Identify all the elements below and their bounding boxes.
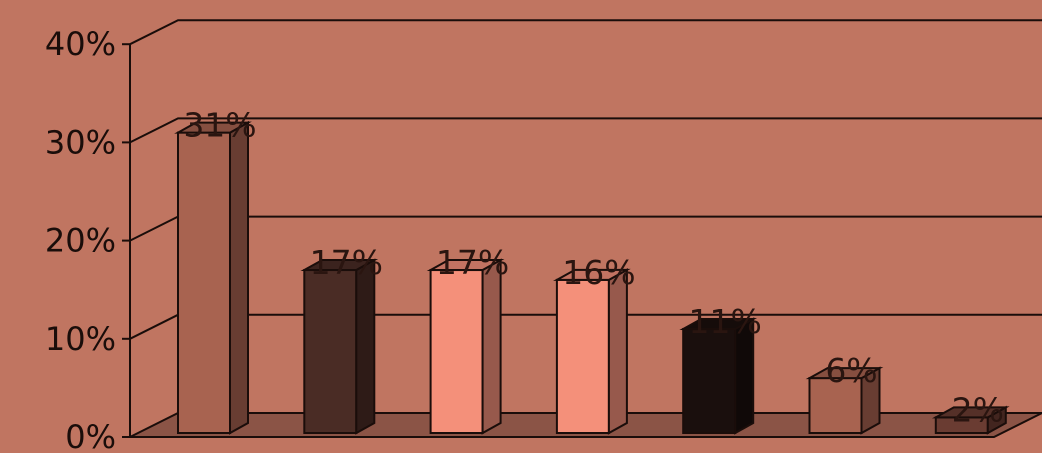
bar-top bbox=[300, 259, 379, 272]
bar bbox=[553, 268, 631, 435]
bar bbox=[679, 317, 758, 435]
bar bbox=[174, 120, 252, 435]
bar-front bbox=[808, 377, 863, 434]
bar-front bbox=[555, 278, 610, 434]
bar-top bbox=[679, 317, 758, 330]
bar-top bbox=[805, 367, 884, 380]
bar bbox=[805, 366, 884, 435]
bar-side bbox=[481, 258, 502, 435]
data-label: 17% bbox=[310, 243, 383, 282]
y-tick-label: 0% bbox=[65, 418, 116, 453]
bar-top bbox=[553, 268, 631, 281]
data-label: 2% bbox=[952, 390, 1004, 429]
y-tick-label: 30% bbox=[45, 123, 116, 161]
bar-top bbox=[426, 259, 505, 272]
gridline bbox=[129, 19, 1042, 46]
bars bbox=[174, 120, 1010, 435]
y-tick-label: 40% bbox=[45, 25, 116, 63]
bar bbox=[300, 258, 379, 435]
bar bbox=[426, 258, 505, 435]
bar-side bbox=[229, 120, 249, 435]
bar-front bbox=[682, 327, 737, 435]
data-label: 11% bbox=[689, 302, 762, 341]
data-label: 31% bbox=[183, 106, 256, 145]
bar-side bbox=[607, 268, 628, 435]
bar-top bbox=[174, 121, 252, 134]
data-label: 6% bbox=[825, 351, 877, 390]
data-label: 16% bbox=[562, 253, 635, 292]
data-labels: 31% 17% 17% 16% 11% 6% 2% bbox=[183, 106, 1004, 430]
y-tick-label: 20% bbox=[45, 222, 116, 260]
y-axis: 0% 10% 20% 30% 40% bbox=[45, 25, 131, 453]
bar-front bbox=[303, 269, 358, 434]
bar-front bbox=[429, 269, 484, 434]
bar-side bbox=[355, 258, 376, 435]
gridline bbox=[129, 117, 1042, 144]
data-label: 17% bbox=[436, 243, 509, 282]
bar-front bbox=[177, 131, 231, 435]
y-tick-label: 10% bbox=[45, 320, 116, 358]
bar-top bbox=[931, 406, 1010, 419]
bar bbox=[931, 405, 1010, 435]
